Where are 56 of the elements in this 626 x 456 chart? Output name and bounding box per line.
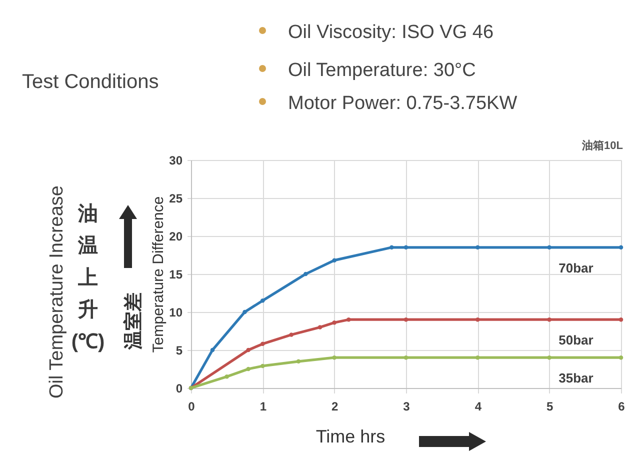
text: 油温上升(℃) [71,202,105,355]
point [547,317,552,322]
point [296,359,301,364]
text: Motor Power: 0.75-3.75KW [288,93,518,114]
series-label: 50bar [558,332,594,348]
point [618,245,624,250]
y-tick-label: 5 [176,344,183,358]
x-tick-label: 4 [474,400,482,414]
y-tick-label: 30 [169,154,183,168]
y-tick-label: 10 [169,306,183,320]
x-tick-label: 3 [403,400,410,414]
point [476,317,480,322]
series-label: 35bar [558,370,594,386]
y-tick-label: 0 [176,382,183,396]
x-tick-label: 1 [260,400,267,414]
point [332,355,336,360]
point [318,325,322,330]
point [332,258,336,262]
point [246,366,250,372]
x-tick-label: 0 [188,400,196,414]
text: 油箱10L [582,140,623,152]
point [404,245,408,250]
point [404,355,408,360]
chart-title: Test Conditions [22,71,159,93]
point [332,320,336,325]
point [476,355,480,360]
text: Oil Temperature: 30°C [288,60,476,81]
x-axis-title: Time hrs [316,426,386,446]
text: Oil Viscosity: ISO VG 46 [288,22,494,43]
x-tick-label: 2 [331,400,338,414]
point [260,364,265,368]
y-tick-label: 15 [169,268,183,282]
point [547,245,552,250]
text: 温室差 [124,292,144,350]
point [210,348,215,352]
point [476,245,480,250]
point [304,272,308,276]
point [346,317,351,322]
text: Oil Temperature Increase [46,186,68,398]
point [242,310,247,314]
y-axis-title: Temperature Difference [150,196,168,353]
point [260,298,265,303]
y-tick-label: 20 [169,230,183,244]
point [404,317,408,322]
point [224,374,229,379]
series-label: 70bar [558,260,594,276]
point [390,245,394,250]
point [618,355,624,360]
x-tick-label: 6 [618,400,626,414]
point [618,317,624,322]
x-tick-label: 5 [546,400,554,414]
point [260,342,265,346]
point [289,332,294,337]
point [246,348,250,352]
y-tick-label: 25 [169,192,183,206]
point [547,355,552,360]
